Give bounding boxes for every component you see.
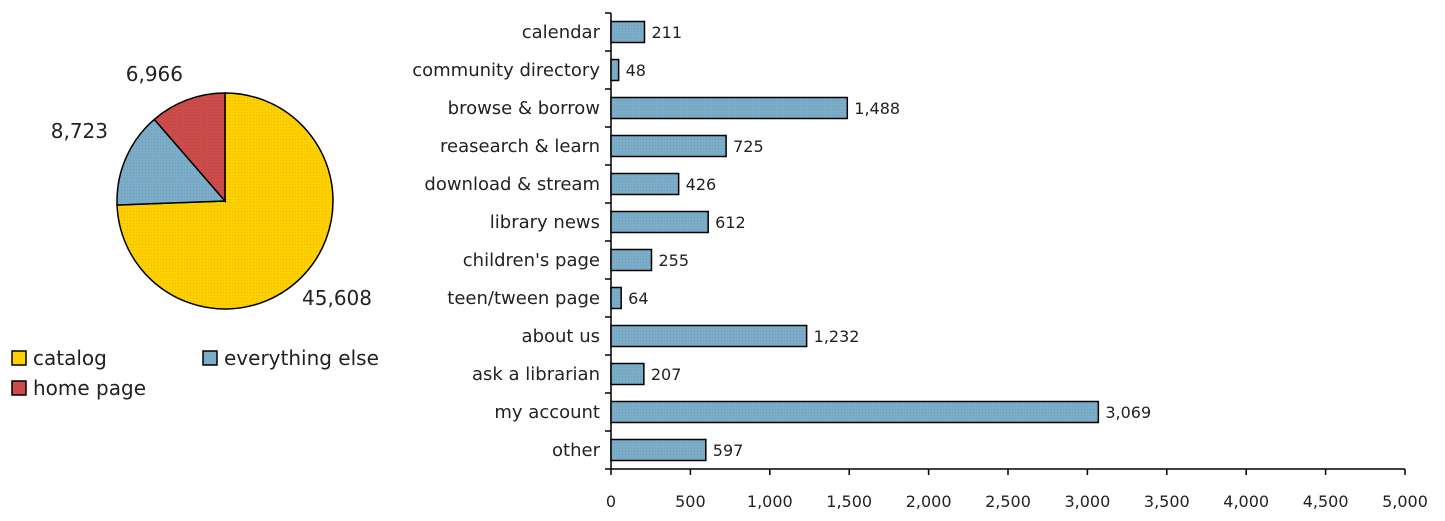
bar-value-label: 48	[626, 61, 646, 80]
bar-value-label: 725	[733, 137, 764, 156]
legend-swatch	[11, 380, 27, 396]
category-label: teen/tween page	[447, 288, 600, 309]
legend-swatch	[202, 350, 218, 366]
pie-legend: catalog everything else home page	[11, 346, 379, 400]
category-label: ask a librarian	[472, 364, 600, 385]
bar-value-label: 1,232	[814, 327, 860, 346]
bar-value-label: 3,069	[1105, 403, 1151, 422]
x-tick-label: 0	[606, 492, 616, 511]
category-label: browse & borrow	[448, 98, 600, 119]
x-tick-label: 1,000	[747, 492, 793, 511]
bar-texture	[611, 287, 622, 309]
bar-texture	[611, 439, 706, 461]
bar-texture	[611, 401, 1099, 423]
bar-texture	[611, 135, 727, 157]
pie-value-label: 45,608	[302, 286, 372, 310]
category-label: other	[552, 440, 601, 461]
x-tick-label: 3,500	[1144, 492, 1190, 511]
pie-slice-texture	[116, 119, 225, 206]
x-tick-label: 4,500	[1303, 492, 1349, 511]
pie-value-label: 6,966	[126, 62, 183, 86]
x-tick-label: 2,000	[906, 492, 952, 511]
bar-value-label: 612	[715, 213, 746, 232]
bar-texture	[611, 97, 848, 119]
category-label: my account	[494, 402, 600, 423]
x-tick-label: 5,000	[1382, 492, 1428, 511]
category-label: about us	[522, 326, 600, 347]
bar-texture	[611, 173, 679, 195]
legend-label: everything else	[224, 346, 379, 370]
bar-texture	[611, 21, 645, 43]
bar-texture	[611, 363, 644, 385]
legend-label: home page	[33, 376, 146, 400]
bar-texture	[611, 211, 709, 233]
pie-chart: 45,608 8,723 6,966	[51, 62, 372, 310]
bar-value-label: 255	[658, 251, 689, 270]
bar-value-label: 597	[713, 441, 744, 460]
bar-chart: 0 500 1,000 1,500 2,000 2,500 3,000 3,500 4,000 4…	[412, 12, 1428, 511]
category-label: children's page	[463, 250, 600, 271]
x-tick-label: 3,000	[1064, 492, 1110, 511]
category-label: reasearch & learn	[440, 136, 600, 157]
bar-value-label: 1,488	[854, 99, 900, 118]
x-tick-label: 2,500	[985, 492, 1031, 511]
bar-texture	[611, 59, 619, 81]
bar-value-label: 64	[628, 289, 648, 308]
bar-value-label: 207	[651, 365, 682, 384]
bar-texture	[611, 249, 652, 271]
x-tick-label: 4,000	[1223, 492, 1269, 511]
pie-value-label: 8,723	[51, 119, 108, 143]
category-label: community directory	[412, 60, 600, 81]
category-label: library news	[490, 212, 600, 233]
bar-value-label: 211	[652, 23, 683, 42]
category-label: calendar	[522, 22, 601, 43]
pie-slice-texture	[154, 93, 225, 201]
x-tick-label: 500	[675, 492, 706, 511]
legend-label: catalog	[33, 346, 107, 370]
legend-swatch	[11, 350, 27, 366]
category-label: download & stream	[424, 174, 600, 195]
x-tick-label: 1,500	[826, 492, 872, 511]
bar-texture	[611, 325, 807, 347]
bar-value-label: 426	[686, 175, 717, 194]
